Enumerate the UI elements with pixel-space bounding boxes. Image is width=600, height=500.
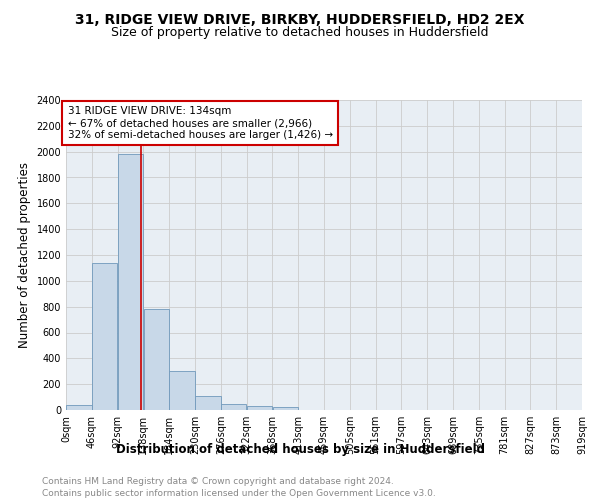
Text: Distribution of detached houses by size in Huddersfield: Distribution of detached houses by size … (115, 442, 485, 456)
Bar (92, 262, 118, 410)
Y-axis label: Number of detached properties: Number of detached properties (18, 162, 31, 348)
Bar (221, 404, 247, 410)
Bar (195, 396, 221, 410)
Bar (143, 309, 169, 410)
Text: Size of property relative to detached houses in Huddersfield: Size of property relative to detached ho… (111, 26, 489, 39)
Bar (169, 371, 195, 410)
Bar (272, 408, 298, 410)
Text: 31, RIDGE VIEW DRIVE, BIRKBY, HUDDERSFIELD, HD2 2EX: 31, RIDGE VIEW DRIVE, BIRKBY, HUDDERSFIE… (75, 12, 525, 26)
Text: 31 RIDGE VIEW DRIVE: 134sqm
← 67% of detached houses are smaller (2,966)
32% of : 31 RIDGE VIEW DRIVE: 134sqm ← 67% of det… (68, 106, 333, 140)
Text: Contains public sector information licensed under the Open Government Licence v3: Contains public sector information licen… (42, 489, 436, 498)
Bar (66, 406, 92, 410)
Text: Contains HM Land Registry data © Crown copyright and database right 2024.: Contains HM Land Registry data © Crown c… (42, 478, 394, 486)
Bar (247, 406, 272, 410)
Bar (118, 154, 143, 410)
